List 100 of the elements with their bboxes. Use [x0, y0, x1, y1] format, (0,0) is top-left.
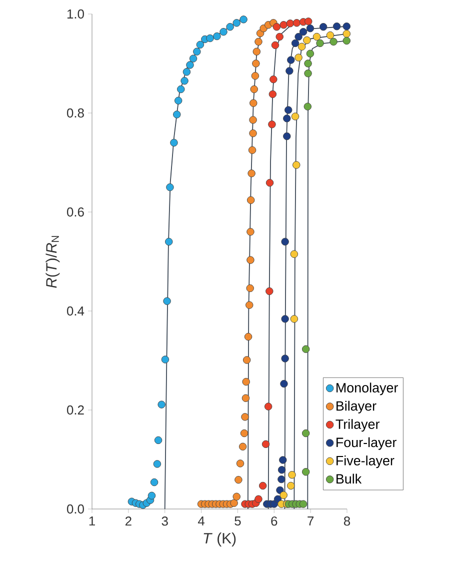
point — [242, 378, 250, 386]
point — [163, 297, 171, 305]
point — [330, 38, 338, 46]
y-tick-label: 0.6 — [66, 207, 84, 217]
point — [332, 22, 341, 30]
point — [280, 491, 288, 499]
point — [248, 170, 256, 178]
point — [246, 228, 254, 236]
point — [304, 102, 312, 110]
point — [290, 250, 298, 258]
point — [302, 345, 310, 353]
point — [174, 96, 182, 104]
legend-label: Trilayer — [336, 419, 380, 432]
point — [213, 32, 221, 40]
point — [241, 413, 249, 421]
point — [304, 70, 312, 78]
point — [236, 460, 244, 468]
point — [283, 114, 291, 122]
point — [280, 380, 288, 388]
point — [268, 90, 277, 98]
point — [246, 284, 254, 292]
point — [165, 238, 173, 246]
point — [150, 478, 158, 486]
legend-label: Four-layer — [336, 437, 396, 450]
point — [166, 183, 174, 192]
point — [189, 54, 198, 62]
point — [266, 287, 274, 296]
point — [248, 146, 256, 154]
point — [249, 116, 257, 124]
point — [287, 56, 295, 64]
point — [281, 354, 289, 362]
point — [294, 32, 302, 41]
point — [226, 23, 234, 31]
point — [242, 394, 250, 402]
point — [252, 48, 261, 56]
point — [249, 129, 257, 138]
point — [254, 38, 262, 46]
point — [196, 40, 204, 49]
point — [294, 54, 302, 62]
point — [182, 68, 191, 76]
point — [186, 61, 194, 69]
point — [232, 492, 240, 500]
point — [177, 85, 185, 94]
point — [302, 429, 310, 438]
point — [290, 315, 298, 323]
point — [279, 456, 287, 464]
point — [272, 23, 281, 31]
point — [170, 138, 178, 147]
point — [246, 196, 255, 204]
point — [180, 76, 188, 85]
x-axis-title: T (K) — [204, 532, 236, 546]
point — [306, 50, 314, 58]
point — [244, 332, 252, 341]
point — [281, 238, 289, 246]
y-tick-label: 0.4 — [66, 306, 84, 316]
point — [264, 402, 272, 410]
point — [342, 22, 350, 30]
x-tick-label: 8 — [344, 516, 350, 526]
legend-label: Bulk — [336, 474, 362, 484]
point — [304, 60, 312, 68]
point — [270, 75, 278, 84]
point — [246, 301, 254, 309]
point — [251, 72, 260, 80]
point — [286, 20, 294, 28]
point — [306, 24, 314, 32]
point — [304, 18, 312, 26]
point — [252, 60, 260, 68]
point — [161, 356, 170, 364]
point — [299, 28, 308, 36]
point — [154, 436, 162, 444]
point — [342, 30, 350, 38]
point — [284, 106, 292, 114]
x-tick-label: 1 — [89, 516, 95, 526]
point — [292, 161, 300, 169]
point — [173, 110, 181, 118]
y-tick-label: 1.0 — [67, 9, 84, 19]
y-tick-label: 0.0 — [66, 504, 84, 514]
point — [254, 495, 262, 503]
legend-label: Five-layer — [336, 456, 394, 468]
x-tick-label: 2 — [125, 516, 132, 526]
point — [326, 31, 334, 40]
point — [316, 39, 324, 48]
point — [206, 34, 214, 42]
x-tick-label: 7 — [308, 516, 314, 526]
point — [299, 500, 308, 508]
point — [319, 23, 328, 31]
point — [240, 429, 248, 438]
y-axis-title: R(T)/R$_{N}$ — [46, 236, 60, 288]
point — [281, 315, 289, 323]
point — [246, 256, 254, 264]
point — [288, 470, 296, 479]
point — [268, 120, 276, 128]
point — [287, 482, 295, 490]
point — [286, 67, 294, 75]
point — [266, 178, 274, 187]
point — [193, 48, 201, 56]
x-tick-label: 6 — [271, 516, 278, 526]
point — [342, 36, 350, 45]
y-tick-label: 0.8 — [66, 108, 84, 118]
point — [280, 21, 288, 29]
